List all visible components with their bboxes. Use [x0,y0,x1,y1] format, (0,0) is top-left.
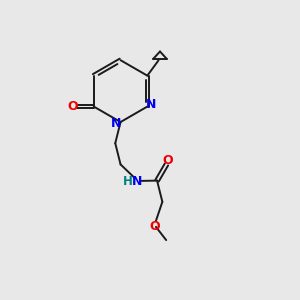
Text: N: N [132,175,142,188]
Text: O: O [163,154,173,166]
Text: O: O [67,100,78,113]
Text: N: N [111,117,122,130]
Text: O: O [149,220,160,233]
Text: H: H [123,175,133,188]
Text: N: N [146,98,157,111]
